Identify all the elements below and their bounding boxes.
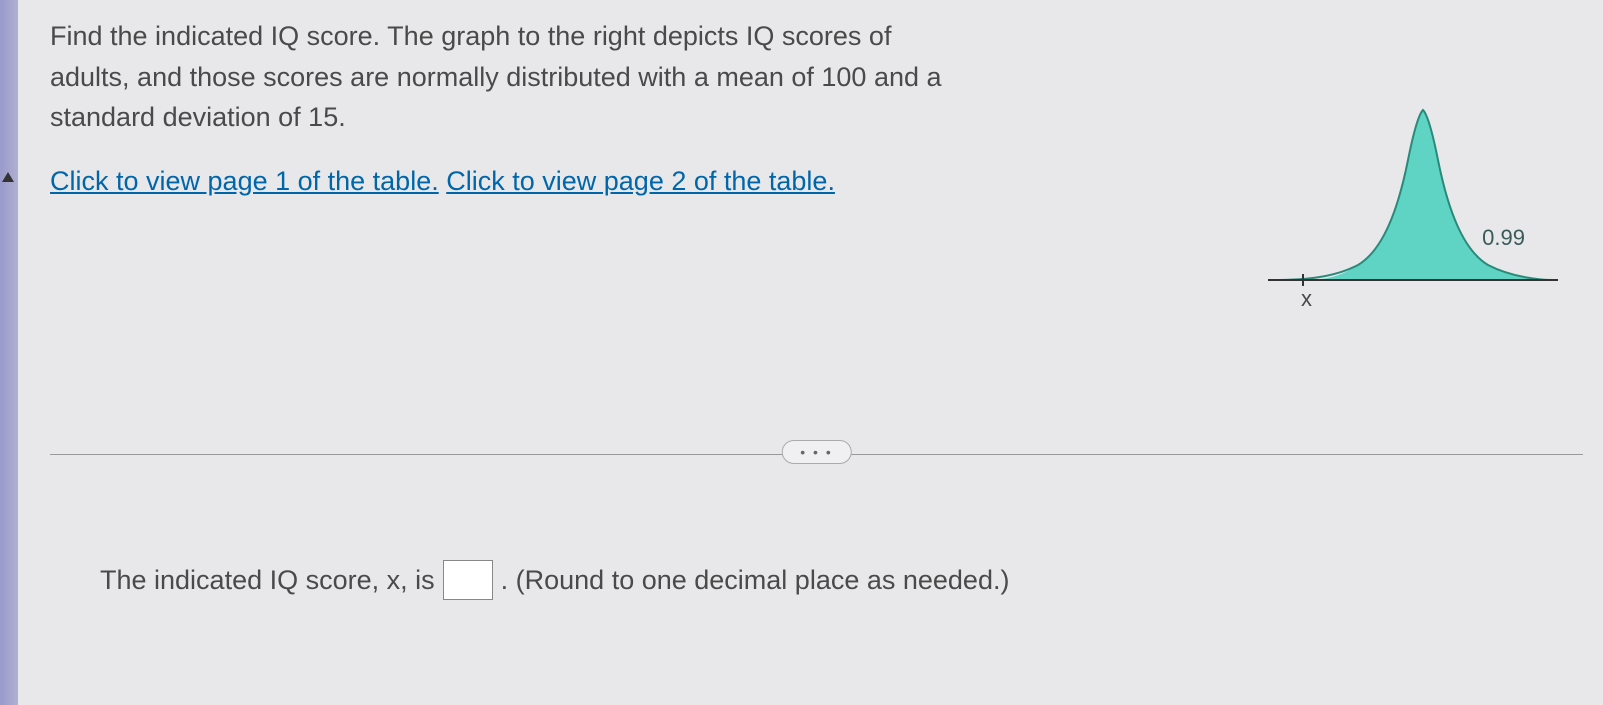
x-axis-label: x xyxy=(1301,286,1312,312)
section-divider: • • • xyxy=(50,440,1583,470)
answer-input[interactable] xyxy=(443,560,493,600)
area-value-label: 0.99 xyxy=(1482,225,1525,251)
answer-row: The indicated IQ score, x, is . (Round t… xyxy=(100,560,1009,600)
question-text: Find the indicated IQ score. The graph t… xyxy=(50,16,950,138)
answer-suffix-text: . (Round to one decimal place as needed.… xyxy=(501,565,1010,596)
normal-distribution-chart: x 0.99 xyxy=(1263,60,1563,340)
answer-prefix-text: The indicated IQ score, x, is xyxy=(100,565,435,596)
table-page2-link[interactable]: Click to view page 2 of the table. xyxy=(446,166,835,196)
table-page1-link[interactable]: Click to view page 1 of the table. xyxy=(50,166,439,196)
shaded-area-path xyxy=(1303,110,1553,280)
scroll-arrow-icon xyxy=(2,172,14,182)
left-border-strip xyxy=(0,0,18,705)
expand-ellipsis-button[interactable]: • • • xyxy=(781,440,851,464)
